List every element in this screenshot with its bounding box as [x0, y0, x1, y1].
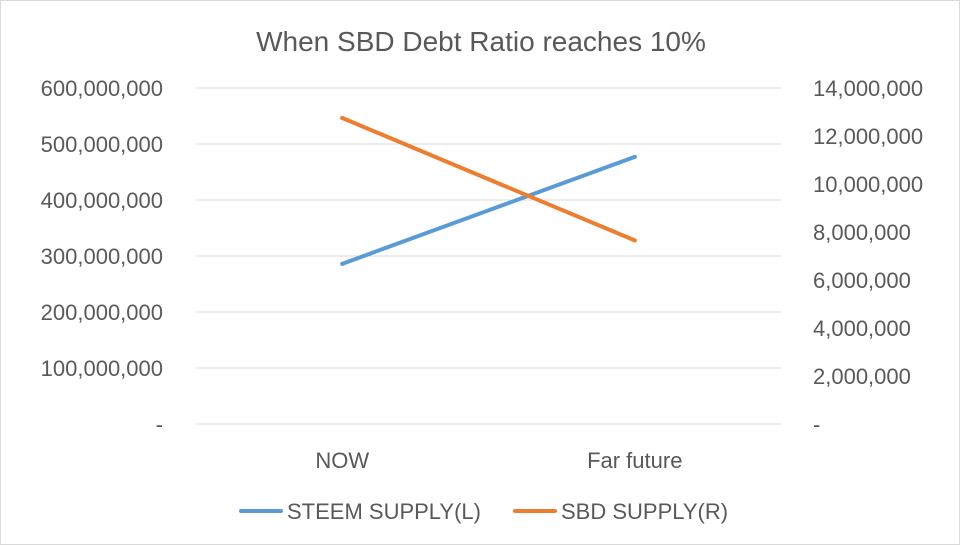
x-tick-label: NOW	[315, 448, 369, 473]
right-tick-label: 4,000,000	[813, 316, 911, 341]
left-tick-label: -	[156, 412, 163, 437]
series-line-steem-supply	[340, 154, 637, 266]
legend-label: STEEM SUPPLY(L)	[287, 499, 481, 524]
x-axis-ticks: NOW Far future	[315, 448, 682, 473]
left-axis-ticks: - 100,000,000 200,000,000 300,000,000 400,00…	[41, 76, 163, 437]
series-layer	[340, 116, 637, 266]
data-point	[340, 261, 345, 266]
legend: STEEM SUPPLY(L) SBD SUPPLY(R)	[239, 499, 728, 524]
legend-label: SBD SUPPLY(R)	[561, 499, 728, 524]
left-tick-label: 600,000,000	[41, 76, 163, 101]
left-tick-label: 300,000,000	[41, 244, 163, 269]
right-tick-label: 10,000,000	[813, 172, 923, 197]
data-point	[340, 116, 345, 120]
x-tick-label: Far future	[587, 448, 682, 473]
gridlines	[196, 87, 781, 425]
right-tick-label: 14,000,000	[813, 76, 923, 101]
left-tick-label: 500,000,000	[41, 132, 163, 157]
right-tick-label: -	[813, 412, 820, 437]
right-tick-label: 6,000,000	[813, 268, 911, 293]
series-line-sbd-supply	[340, 116, 637, 243]
left-tick-label: 100,000,000	[41, 356, 163, 381]
right-tick-label: 8,000,000	[813, 220, 911, 245]
left-tick-label: 200,000,000	[41, 300, 163, 325]
right-tick-label: 12,000,000	[813, 124, 923, 149]
right-axis-ticks: - 2,000,000 4,000,000 6,000,000 8,000,000 10,…	[813, 76, 923, 437]
right-tick-label: 2,000,000	[813, 364, 911, 389]
chart-title: When SBD Debt Ratio reaches 10%	[256, 26, 706, 57]
data-point	[632, 238, 637, 243]
data-point	[632, 154, 637, 159]
left-tick-label: 400,000,000	[41, 188, 163, 213]
